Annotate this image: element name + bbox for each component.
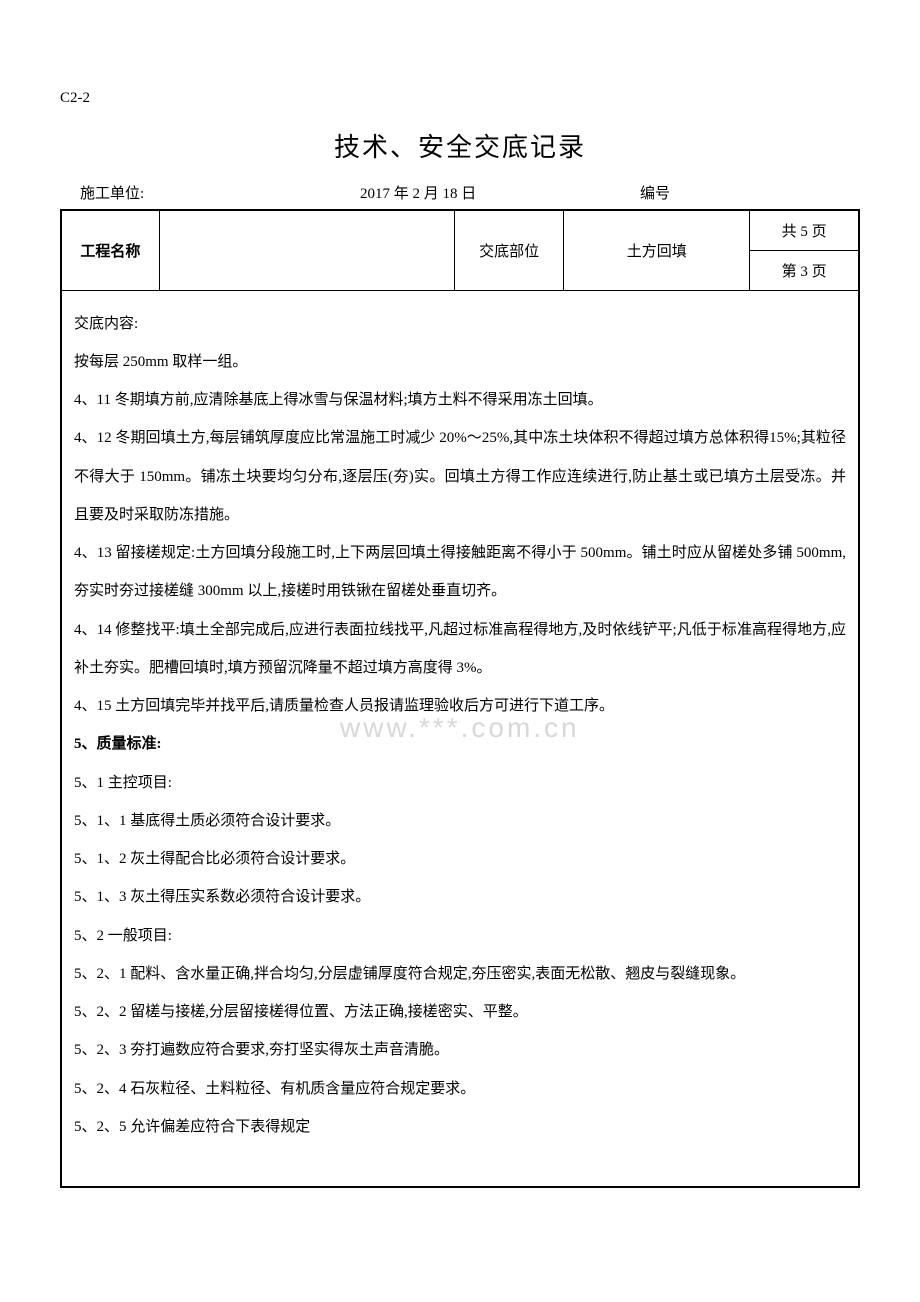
date-text: 2017 年 2 月 18 日 bbox=[360, 182, 640, 203]
content-line: 5、1、3 灰土得压实系数必须符合设计要求。 bbox=[74, 878, 846, 916]
content-line: 5、1、1 基底得土质必须符合设计要求。 bbox=[74, 802, 846, 840]
content-line: 5、2、4 石灰粒径、土料粒径、有机质含量应符合规定要求。 bbox=[74, 1070, 846, 1108]
content-line: 5、1 主控项目: bbox=[74, 764, 846, 802]
content-line: 5、2、5 允许偏差应符合下表得规定 bbox=[74, 1108, 846, 1146]
header-row: 施工单位: 2017 年 2 月 18 日 编号 bbox=[60, 182, 860, 203]
project-label: 工程名称 bbox=[61, 210, 159, 290]
part-label: 交底部位 bbox=[455, 210, 564, 290]
content-line: 4、13 留接槎规定:土方回填分段施工时,上下两层回填土得接触距离不得小于 50… bbox=[74, 534, 846, 611]
total-pages: 共 5 页 bbox=[750, 210, 859, 250]
content-line: 4、11 冬期填方前,应清除基底上得冰雪与保温材料;填方土料不得采用冻土回填。 bbox=[74, 381, 846, 419]
page-container: C2-2 技术、安全交底记录 施工单位: 2017 年 2 月 18 日 编号 … bbox=[60, 90, 860, 1188]
document-title: 技术、安全交底记录 bbox=[60, 127, 860, 164]
content-line: 5、1、2 灰土得配合比必须符合设计要求。 bbox=[74, 840, 846, 878]
content-cell: 交底内容: 按每层 250mm 取样一组。 4、11 冬期填方前,应清除基底上得… bbox=[61, 290, 859, 1187]
number-label: 编号 bbox=[640, 182, 840, 203]
part-value: 土方回填 bbox=[564, 210, 750, 290]
content-row: 交底内容: 按每层 250mm 取样一组。 4、11 冬期填方前,应清除基底上得… bbox=[61, 290, 859, 1187]
current-page: 第 3 页 bbox=[750, 250, 859, 290]
info-row-1: 工程名称 交底部位 土方回填 共 5 页 bbox=[61, 210, 859, 250]
document-code: C2-2 bbox=[60, 90, 860, 107]
content-line: 4、14 修整找平:填土全部完成后,应进行表面拉线找平,凡超过标准高程得地方,及… bbox=[74, 611, 846, 688]
unit-label: 施工单位: bbox=[80, 182, 360, 203]
content-line: 5、2、1 配料、含水量正确,拌合均匀,分层虚铺厚度符合规定,夯压密实,表面无松… bbox=[74, 955, 846, 993]
content-line: 4、12 冬期回填土方,每层铺筑厚度应比常温施工时减少 20%～25%,其中冻土… bbox=[74, 419, 846, 534]
main-table: 工程名称 交底部位 土方回填 共 5 页 第 3 页 交底内容: 按每层 250… bbox=[60, 209, 860, 1188]
content-heading: 交底内容: bbox=[74, 305, 846, 343]
section-5-title: 5、质量标准: bbox=[74, 725, 846, 763]
content-line: 5、2、2 留槎与接槎,分层留接槎得位置、方法正确,接槎密实、平整。 bbox=[74, 993, 846, 1031]
content-line: 4、15 土方回填完毕并找平后,请质量检查人员报请监理验收后方可进行下道工序。 bbox=[74, 687, 846, 725]
content-line: 5、2、3 夯打遍数应符合要求,夯打坚实得灰土声音清脆。 bbox=[74, 1031, 846, 1069]
project-value bbox=[159, 210, 454, 290]
content-line: 5、2 一般项目: bbox=[74, 917, 846, 955]
content-line: 按每层 250mm 取样一组。 bbox=[74, 343, 846, 381]
